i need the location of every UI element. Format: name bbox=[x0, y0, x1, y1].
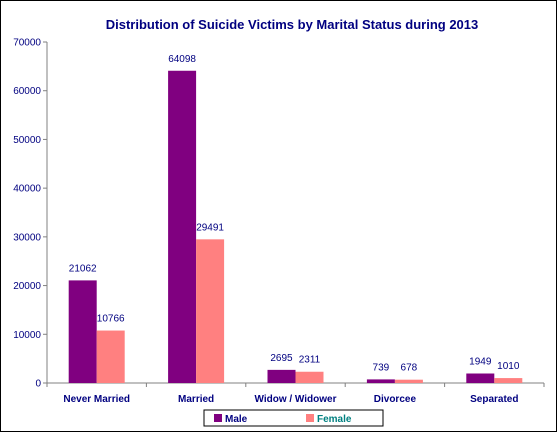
female-bar bbox=[295, 371, 324, 383]
y-tick-label: 0 bbox=[35, 379, 41, 390]
male-bar bbox=[168, 70, 197, 384]
male-data-label: 64098 bbox=[168, 54, 196, 65]
male-data-label: 21062 bbox=[69, 263, 97, 274]
y-tick-label: 50000 bbox=[13, 135, 41, 146]
female-data-label: 10766 bbox=[97, 314, 125, 325]
female-legend-swatch bbox=[306, 414, 314, 422]
y-tick-label: 60000 bbox=[13, 86, 41, 97]
female-bar bbox=[96, 330, 125, 383]
y-tick-label: 10000 bbox=[13, 330, 41, 341]
x-tick-label: Married bbox=[178, 394, 214, 405]
female-data-label: 1010 bbox=[497, 361, 520, 372]
y-tick-label: 70000 bbox=[13, 38, 41, 49]
male-bar bbox=[267, 369, 296, 383]
female-bar bbox=[196, 239, 225, 383]
female-bar bbox=[494, 378, 523, 383]
female-data-label: 29491 bbox=[196, 222, 224, 233]
female-data-label: 2311 bbox=[299, 355, 321, 366]
legend-box bbox=[203, 409, 384, 427]
female-data-label: 678 bbox=[401, 363, 418, 374]
chart-title: Distribution of Suicide Victims by Marit… bbox=[106, 17, 479, 32]
male-bar bbox=[366, 379, 395, 383]
legend: Male Female bbox=[203, 409, 384, 427]
x-tick-label: Widow / Widower bbox=[254, 394, 336, 405]
male-data-label: 1949 bbox=[469, 357, 492, 368]
x-tick-label: Separated bbox=[470, 394, 518, 405]
y-tick-label: 20000 bbox=[13, 281, 41, 292]
male-bar bbox=[68, 280, 97, 383]
y-tick-label: 30000 bbox=[13, 232, 41, 243]
x-tick-label: Divorcee bbox=[374, 394, 417, 405]
male-data-label: 739 bbox=[373, 362, 390, 373]
plot-area: 0 10000 20000 30000 40000 50000 60000 70000 Neve… bbox=[13, 38, 545, 405]
male-legend-swatch bbox=[214, 414, 222, 422]
male-bar bbox=[466, 373, 495, 383]
x-tick-label: Never Married bbox=[63, 394, 130, 405]
male-data-label: 2695 bbox=[270, 353, 293, 364]
female-legend-label: Female bbox=[317, 414, 352, 425]
female-bar bbox=[394, 379, 423, 383]
y-tick-label: 40000 bbox=[13, 184, 41, 195]
male-legend-label: Male bbox=[225, 414, 248, 425]
